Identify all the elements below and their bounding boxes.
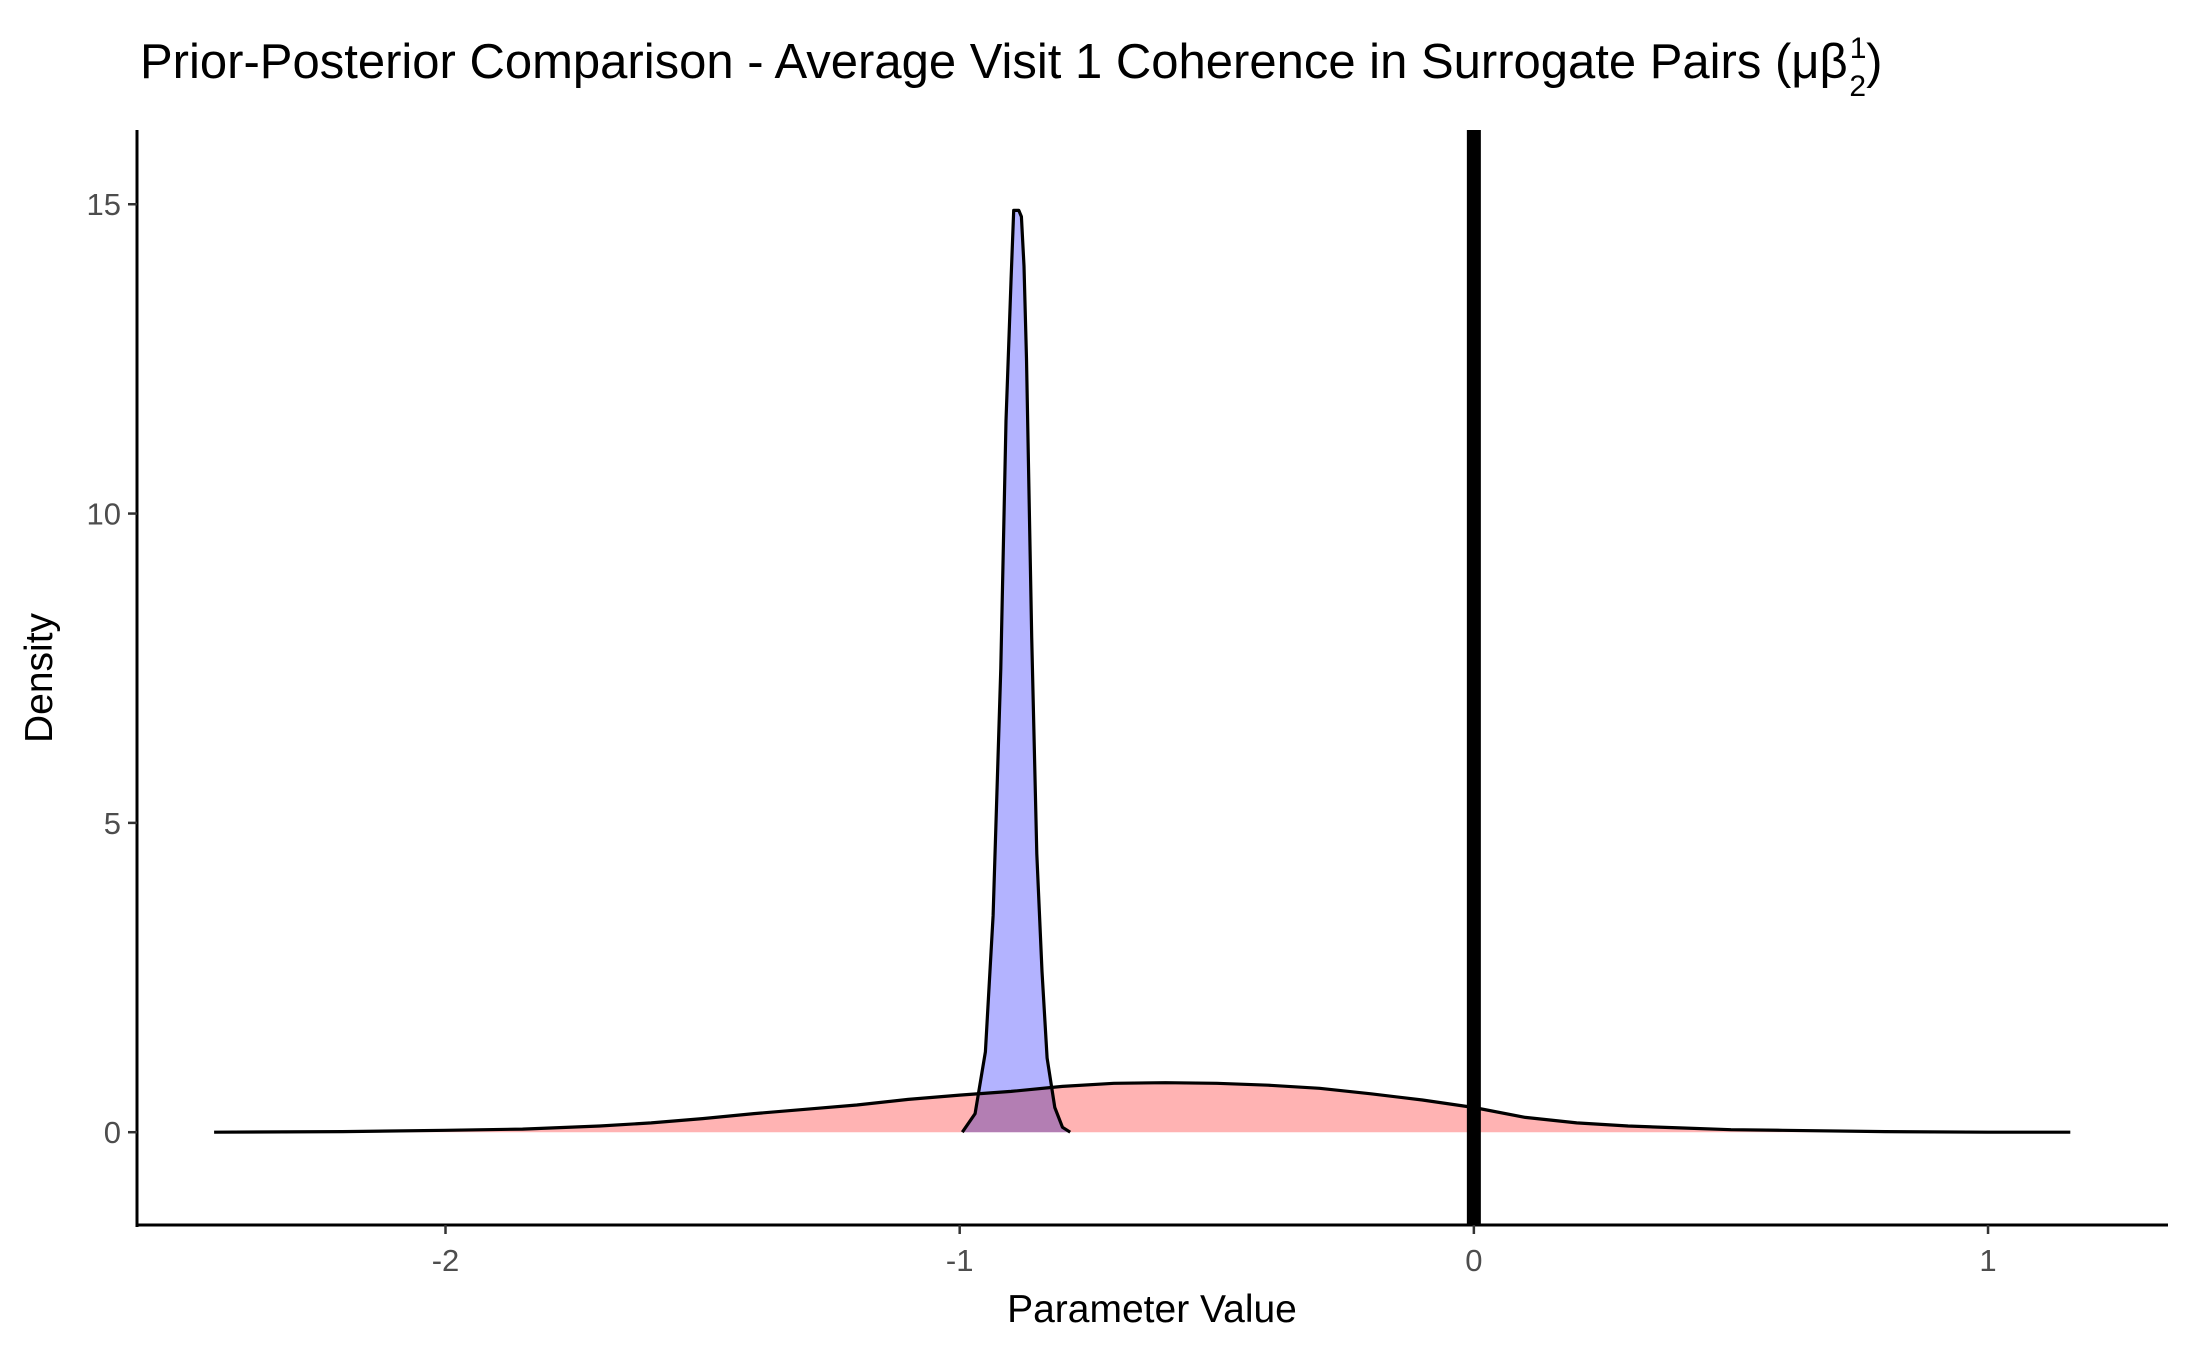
- x-tick-label: 1: [1979, 1243, 1996, 1278]
- y-tick-label: 0: [104, 1115, 121, 1150]
- x-tick-label: -2: [432, 1243, 460, 1278]
- y-tick-label: 15: [87, 187, 121, 222]
- y-axis-title: Density: [18, 612, 61, 743]
- y-tick-label: 5: [104, 806, 121, 841]
- chart-title-close: ): [1866, 35, 1882, 89]
- chart-title-subscript: 2: [1849, 70, 1866, 103]
- chart-title-main: Prior-Posterior Comparison - Average Vis…: [140, 35, 1848, 89]
- y-axis-ticks: 0 5 10 15: [87, 187, 137, 1150]
- x-axis-title: Parameter Value: [1007, 1288, 1297, 1331]
- x-tick-label: -1: [946, 1243, 974, 1278]
- x-axis-ticks: -2 -1 0 1: [432, 1225, 1997, 1278]
- chart-title-superscript: 1: [1850, 32, 1867, 65]
- plot-area: [214, 130, 2071, 1225]
- density-area-1: [214, 1082, 2071, 1133]
- density-area-2: [962, 210, 1071, 1133]
- y-tick-label: 10: [87, 497, 121, 532]
- x-tick-label: 0: [1465, 1243, 1482, 1278]
- chart-title: Prior-Posterior Comparison - Average Vis…: [140, 32, 1882, 103]
- density-curve-2: [960, 208, 1072, 1134]
- density-curve-1: [214, 1081, 2071, 1134]
